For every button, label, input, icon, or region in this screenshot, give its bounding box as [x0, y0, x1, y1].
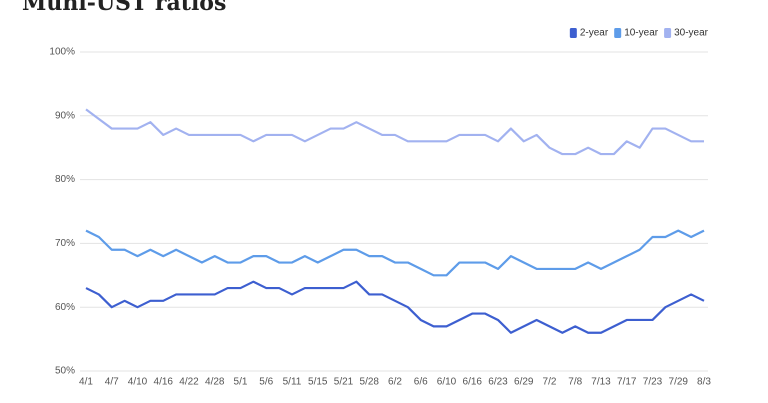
x-tick-label: 5/15: [308, 377, 328, 388]
legend-swatch: [664, 28, 672, 38]
legend-label: 30-year: [674, 28, 709, 39]
x-tick-label: 4/7: [105, 377, 119, 388]
y-tick-label: 60%: [55, 302, 75, 313]
x-tick-label: 6/2: [388, 377, 402, 388]
x-tick-label: 7/13: [591, 377, 611, 388]
x-tick-label: 5/28: [360, 377, 380, 388]
chart-title: Muni-UST ratios: [22, 0, 226, 16]
legend-label: 2-year: [580, 28, 609, 39]
x-tick-label: 5/11: [283, 377, 302, 388]
y-tick-label: 90%: [55, 110, 75, 121]
y-tick-label: 50%: [55, 366, 75, 377]
x-tick-label: 4/28: [205, 377, 225, 388]
x-tick-label: 6/23: [488, 377, 508, 388]
x-tick-label: 6/29: [514, 377, 534, 388]
x-tick-label: 4/16: [154, 377, 174, 388]
legend-swatch: [569, 28, 577, 38]
x-tick-label: 6/16: [463, 377, 483, 388]
x-tick-label: 5/1: [234, 377, 248, 388]
legend-swatch: [614, 28, 622, 38]
x-tick-label: 6/10: [437, 377, 457, 388]
x-tick-label: 7/2: [543, 377, 557, 388]
x-tick-label: 5/21: [334, 377, 354, 388]
x-tick-label: 7/23: [643, 377, 663, 388]
x-tick-label: 7/17: [617, 377, 637, 388]
x-tick-label: 7/8: [568, 377, 582, 388]
series-line: [85, 280, 705, 334]
x-tick-label: 4/22: [179, 377, 199, 388]
x-tick-label: 5/6: [259, 377, 273, 388]
x-tick-label: 6/6: [414, 377, 428, 388]
legend-label: 10-year: [624, 28, 659, 39]
y-tick-label: 100%: [49, 47, 75, 58]
series-line: [85, 108, 704, 156]
y-tick-label: 80%: [55, 174, 75, 185]
x-tick-label: 7/29: [669, 377, 689, 388]
y-tick-label: 70%: [55, 238, 75, 249]
x-tick-label: 8/3: [697, 377, 711, 388]
x-tick-label: 4/1: [79, 377, 93, 388]
x-tick-label: 4/10: [128, 377, 148, 388]
series-line: [85, 229, 705, 277]
